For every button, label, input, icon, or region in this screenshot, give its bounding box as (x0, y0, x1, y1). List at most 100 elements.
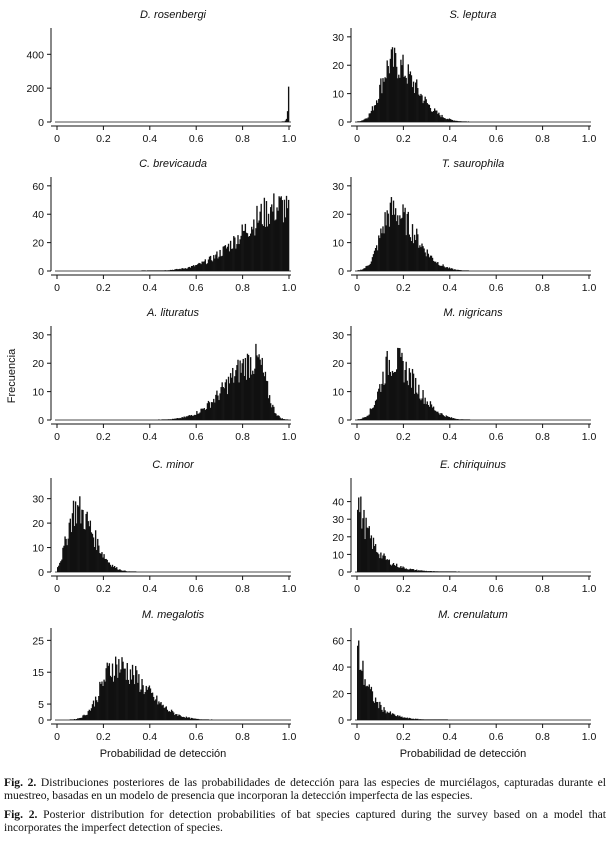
hist-bar (87, 711, 89, 720)
hist-bar (429, 570, 432, 572)
hist-bar (379, 384, 381, 420)
x-tick-label: 1.0 (282, 431, 297, 443)
hist-bar (456, 419, 458, 420)
y-tick-label: 40 (332, 662, 344, 674)
y-tick-label: 60 (32, 181, 44, 193)
x-tick-label: 1.0 (582, 731, 597, 743)
hist-bar (424, 397, 426, 420)
caption-es-label: Fig. 2. (4, 776, 37, 789)
hist-bar (193, 718, 195, 720)
hist-bar (257, 357, 259, 420)
hist-bar (439, 115, 441, 122)
hist-bar (377, 701, 379, 720)
panel-8: M. megalotis 0 5 15 25 0 0.2 0.4 0.6 0.8 1.0 Probab… (32, 609, 296, 760)
hist-bar (106, 662, 108, 720)
hist-bar (267, 398, 270, 420)
hist-bar (464, 121, 466, 122)
hist-bar (362, 120, 364, 122)
hist-bar (97, 702, 99, 720)
hist-bar (214, 258, 216, 271)
hist-bar (393, 372, 396, 420)
hist-bar (198, 413, 200, 420)
hist-bar (385, 713, 387, 720)
hist-bar (182, 268, 184, 271)
hist-bar (464, 270, 466, 271)
hist-bar (389, 58, 392, 122)
hist-bar (247, 355, 250, 420)
panel-2: C. brevicauda 0 20 40 60 0 0.2 0.4 0.6 0.8 1.0 (32, 158, 296, 294)
hist-bar (161, 419, 163, 420)
hist-bar (446, 571, 448, 572)
hist-bar (140, 689, 142, 720)
hist-bar (260, 203, 262, 271)
hist-bar (440, 571, 442, 572)
hist-bar (410, 75, 413, 122)
hist-bar (445, 719, 447, 720)
hist-bar (93, 546, 96, 572)
panel-title: M. megalotis (142, 609, 205, 621)
hist-bar (402, 717, 404, 720)
hist-bar (378, 708, 380, 720)
hist-bar (133, 684, 136, 720)
hist-bar (77, 718, 79, 720)
hist-bar (229, 240, 232, 271)
hist-bar (78, 506, 80, 572)
hist-bar (457, 418, 459, 420)
caption-en-label: Fig. 2. (4, 808, 38, 821)
hist-bar (363, 684, 365, 720)
hist-bar (368, 265, 370, 271)
hist-bar (144, 270, 146, 271)
hist-bar (169, 269, 172, 271)
hist-bar (388, 359, 390, 420)
hist-bar (175, 418, 177, 420)
hist-bar (419, 95, 421, 122)
x-tick-label: 0.4 (442, 133, 457, 145)
hist-bar (385, 78, 387, 122)
hist-bar (207, 259, 210, 271)
hist-bar (382, 711, 384, 720)
hist-bar (367, 117, 369, 122)
hist-bar (221, 382, 223, 420)
hist-bar (74, 719, 77, 720)
hist-bar (226, 246, 229, 271)
hist-bar (426, 249, 428, 271)
hist-bar (432, 406, 435, 420)
hist-bar (235, 248, 237, 271)
hist-bar (255, 343, 257, 420)
hist-bar (84, 529, 86, 572)
hist-bar (237, 359, 239, 420)
hist-bar (433, 261, 436, 271)
hist-bar (196, 411, 198, 420)
hist-bar (363, 119, 365, 122)
hist-bar (401, 65, 403, 122)
hist-bar (284, 120, 287, 122)
hist-bar (427, 104, 430, 122)
hist-bar (219, 249, 221, 271)
hist-bar (195, 265, 197, 271)
hist-bar (370, 535, 373, 572)
hist-bar (165, 270, 167, 271)
hist-bar (206, 719, 209, 720)
hist-bar (377, 552, 379, 572)
hist-bar (105, 558, 107, 572)
hist-bar (366, 265, 368, 271)
hist-bar (267, 213, 270, 271)
hist-bar (387, 66, 389, 122)
hist-bar (255, 228, 257, 271)
hist-bar (361, 120, 363, 122)
hist-bar (375, 245, 378, 271)
hist-bar (166, 270, 169, 271)
hist-bar (183, 416, 185, 420)
hist-bar (422, 246, 424, 271)
hist-bar (428, 104, 431, 122)
hist-bar (424, 571, 426, 572)
x-tick-label: 0.8 (235, 282, 250, 294)
hist-bar (72, 500, 75, 572)
hist-bar (103, 554, 105, 572)
hist-bar (440, 117, 442, 122)
hist-bar (81, 509, 83, 572)
hist-bar (411, 87, 414, 122)
hist-bar (462, 121, 464, 122)
hist-bar (79, 496, 81, 572)
hist-bar (210, 260, 213, 271)
